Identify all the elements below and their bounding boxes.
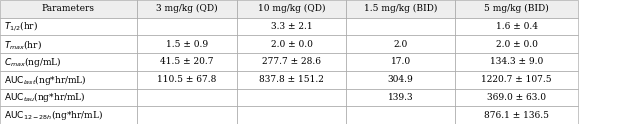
Bar xyxy=(137,89,237,106)
Bar xyxy=(346,53,455,71)
Bar xyxy=(346,106,455,124)
Bar xyxy=(0,89,137,106)
Bar xyxy=(455,18,578,35)
Bar xyxy=(455,35,578,53)
Text: 876.1 ± 136.5: 876.1 ± 136.5 xyxy=(484,111,549,120)
Text: 10 mg/kg (QD): 10 mg/kg (QD) xyxy=(258,4,325,13)
Bar xyxy=(455,0,578,18)
Bar xyxy=(346,18,455,35)
Bar xyxy=(137,53,237,71)
Bar xyxy=(455,106,578,124)
Bar xyxy=(346,89,455,106)
Text: 3 mg/kg (QD): 3 mg/kg (QD) xyxy=(156,4,218,13)
Bar xyxy=(0,18,137,35)
Text: 369.0 ± 63.0: 369.0 ± 63.0 xyxy=(487,93,546,102)
Text: 304.9: 304.9 xyxy=(388,75,413,84)
Text: 110.5 ± 67.8: 110.5 ± 67.8 xyxy=(157,75,217,84)
Bar xyxy=(0,53,137,71)
Bar xyxy=(455,53,578,71)
Bar xyxy=(137,71,237,89)
Bar xyxy=(137,18,237,35)
Bar xyxy=(237,18,346,35)
Bar xyxy=(137,35,237,53)
Bar xyxy=(0,71,137,89)
Text: 139.3: 139.3 xyxy=(388,93,413,102)
Bar xyxy=(137,106,237,124)
Bar xyxy=(137,0,237,18)
Bar xyxy=(237,0,346,18)
Bar xyxy=(237,53,346,71)
Text: 2.0 ± 0.0: 2.0 ± 0.0 xyxy=(271,40,312,49)
Text: 1.5 ± 0.9: 1.5 ± 0.9 xyxy=(166,40,208,49)
Bar xyxy=(455,89,578,106)
Bar xyxy=(0,106,137,124)
Text: 41.5 ± 20.7: 41.5 ± 20.7 xyxy=(160,58,213,66)
Bar xyxy=(346,35,455,53)
Text: $\mathrm{AUC}_{last}$(ng*hr/mL): $\mathrm{AUC}_{last}$(ng*hr/mL) xyxy=(4,73,86,87)
Bar xyxy=(237,89,346,106)
Bar xyxy=(237,71,346,89)
Text: 134.3 ± 9.0: 134.3 ± 9.0 xyxy=(490,58,543,66)
Text: 3.3 ± 2.1: 3.3 ± 2.1 xyxy=(271,22,312,31)
Text: $\mathrm{AUC}_{12-28h}$(ng*hr/mL): $\mathrm{AUC}_{12-28h}$(ng*hr/mL) xyxy=(4,108,103,122)
Text: $C_{max}$(ng/mL): $C_{max}$(ng/mL) xyxy=(4,55,62,69)
Text: $\mathrm{AUC}_{tau}$(ng*hr/mL): $\mathrm{AUC}_{tau}$(ng*hr/mL) xyxy=(4,90,86,104)
Bar xyxy=(0,35,137,53)
Text: 5 mg/kg (BID): 5 mg/kg (BID) xyxy=(485,4,549,13)
Text: 1.5 mg/kg (BID): 1.5 mg/kg (BID) xyxy=(364,4,438,13)
Text: 1.6 ± 0.4: 1.6 ± 0.4 xyxy=(495,22,538,31)
Text: 277.7 ± 28.6: 277.7 ± 28.6 xyxy=(262,58,321,66)
Bar xyxy=(237,106,346,124)
Text: $T_{1/2}$(hr): $T_{1/2}$(hr) xyxy=(4,20,38,33)
Bar xyxy=(0,0,137,18)
Bar xyxy=(346,0,455,18)
Bar xyxy=(237,35,346,53)
Text: 17.0: 17.0 xyxy=(391,58,411,66)
Bar xyxy=(455,71,578,89)
Text: 837.8 ± 151.2: 837.8 ± 151.2 xyxy=(259,75,324,84)
Bar xyxy=(346,71,455,89)
Text: $T_{max}$(hr): $T_{max}$(hr) xyxy=(4,38,42,51)
Text: 2.0 ± 0.0: 2.0 ± 0.0 xyxy=(496,40,537,49)
Text: 2.0: 2.0 xyxy=(394,40,408,49)
Text: Parameters: Parameters xyxy=(42,4,95,13)
Text: 1220.7 ± 107.5: 1220.7 ± 107.5 xyxy=(481,75,552,84)
